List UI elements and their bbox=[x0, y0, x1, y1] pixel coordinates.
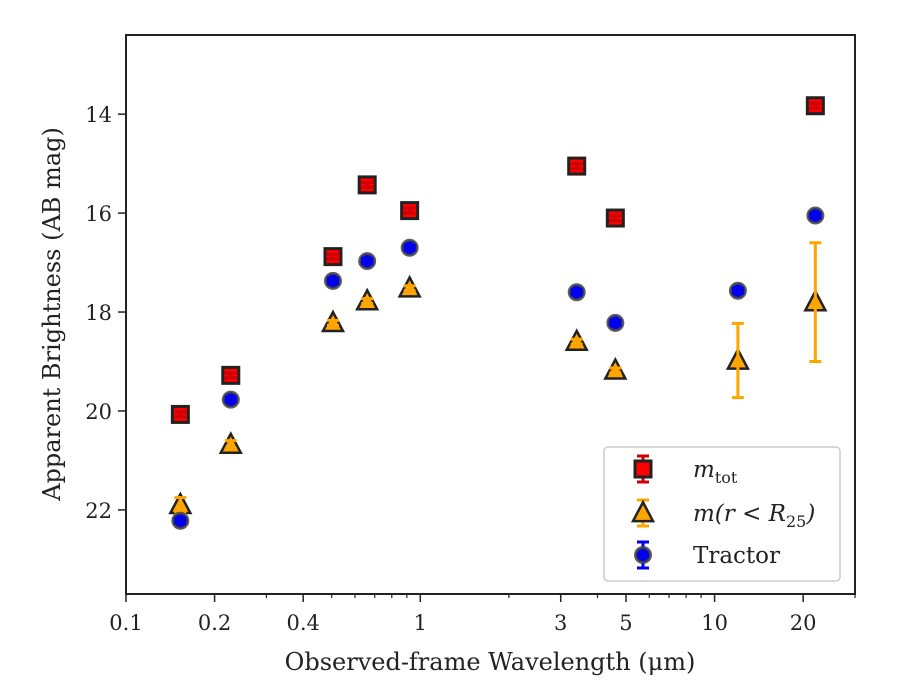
error-bar bbox=[403, 284, 416, 293]
y-tick-label: 22 bbox=[85, 499, 112, 523]
x-tick-label: 1 bbox=[414, 611, 427, 635]
error-bar bbox=[326, 276, 339, 285]
legend-item: mtot bbox=[633, 454, 738, 487]
error-bar bbox=[570, 288, 583, 297]
error-bar bbox=[174, 516, 187, 525]
series-tractor bbox=[171, 206, 825, 530]
error-bar bbox=[224, 371, 237, 380]
y-axis-title: Apparent Brightness (AB mag) bbox=[38, 127, 66, 502]
error-bar bbox=[731, 286, 744, 295]
x-axis: 0.1 0.2 0.4 1 3 5 10 20 bbox=[109, 594, 856, 635]
legend-item: Tractor bbox=[634, 540, 780, 570]
x-axis-title: Observed-frame Wavelength (μm) bbox=[285, 648, 696, 676]
legend-label: m(r < R25) bbox=[693, 501, 815, 531]
legend-item: m(r < R25) bbox=[630, 498, 815, 531]
x-tick-label: 5 bbox=[619, 611, 632, 635]
error-bar bbox=[361, 180, 374, 189]
error-bar bbox=[731, 321, 744, 400]
error-bar bbox=[609, 366, 622, 375]
series-m-tot bbox=[170, 96, 825, 424]
error-bar bbox=[570, 337, 583, 346]
error-bar bbox=[609, 318, 622, 327]
y-tick-label: 14 bbox=[85, 103, 112, 127]
error-bar bbox=[403, 206, 416, 215]
error-bar bbox=[224, 439, 237, 451]
y-tick-label: 18 bbox=[85, 301, 112, 325]
y-tick-label: 20 bbox=[85, 400, 112, 424]
x-tick-label: 0.1 bbox=[109, 611, 142, 635]
legend-label: Tractor bbox=[693, 543, 780, 569]
error-bar bbox=[809, 101, 822, 110]
legend-box bbox=[603, 446, 841, 582]
legend: mtot m(r < R25) Tractor bbox=[603, 446, 841, 582]
error-bar bbox=[361, 257, 374, 266]
y-tick-label: 16 bbox=[85, 202, 112, 226]
y-axis: 14 16 18 20 22 bbox=[85, 103, 126, 523]
error-bar bbox=[809, 211, 822, 220]
error-bar bbox=[326, 252, 339, 261]
error-bar bbox=[174, 410, 187, 419]
legend-marker bbox=[634, 546, 652, 564]
x-tick-label: 0.4 bbox=[286, 611, 319, 635]
data-marks bbox=[168, 96, 828, 530]
x-tick-label: 3 bbox=[554, 611, 567, 635]
legend-label: mtot bbox=[693, 457, 738, 487]
x-tick-label: 20 bbox=[790, 611, 817, 635]
legend-marker bbox=[630, 499, 656, 523]
error-bar bbox=[570, 162, 583, 171]
legend-marker bbox=[633, 459, 653, 479]
error-bar bbox=[361, 297, 374, 306]
plot-frame bbox=[125, 34, 856, 595]
error-bar bbox=[809, 241, 822, 363]
error-bar bbox=[224, 395, 237, 404]
series-m-r25 bbox=[168, 241, 828, 515]
x-tick-label: 0.2 bbox=[198, 611, 231, 635]
error-bar bbox=[403, 243, 416, 252]
x-tick-label: 10 bbox=[701, 611, 728, 635]
error-bar bbox=[326, 318, 339, 327]
error-bar bbox=[609, 214, 622, 223]
